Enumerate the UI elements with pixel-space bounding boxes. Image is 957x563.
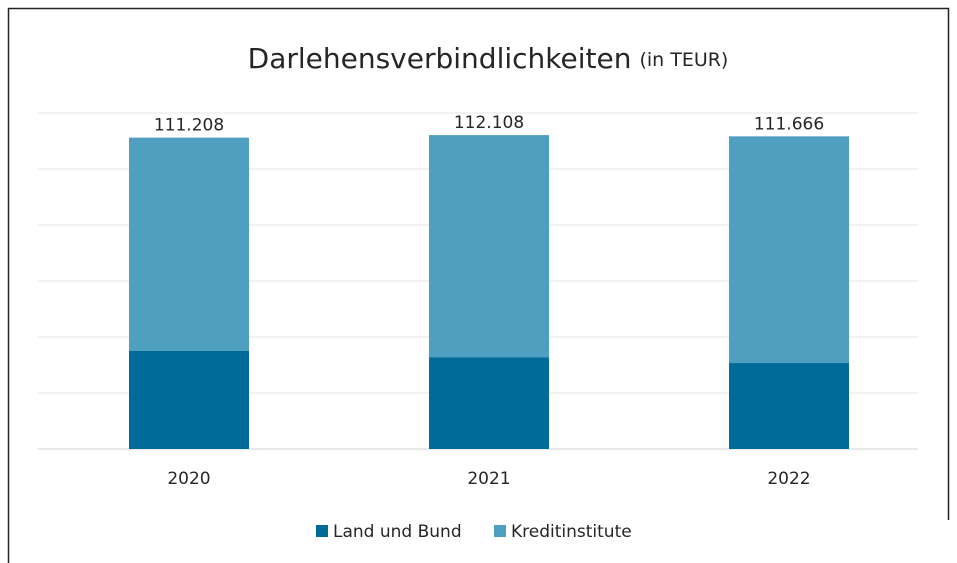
legend-label: Kreditinstitute <box>511 522 632 542</box>
title-unit: (in TEUR) <box>639 49 728 71</box>
bar-segment <box>129 137 249 351</box>
x-tick-label: 2022 <box>767 469 810 489</box>
chart-title: Darlehensverbindlichkeiten (in TEUR) <box>248 42 729 75</box>
legend-swatch <box>316 525 328 537</box>
bar-segment <box>129 351 249 449</box>
x-tick-label: 2020 <box>167 469 210 489</box>
bar-segment <box>729 136 849 364</box>
frame <box>7 7 950 563</box>
legend-swatch <box>494 525 506 537</box>
total-label: 112.108 <box>454 113 524 133</box>
legend-label: Land und Bund <box>333 522 462 542</box>
bar-segment <box>429 357 549 449</box>
x-tick-label: 2021 <box>467 469 510 489</box>
total-label: 111.666 <box>754 114 824 134</box>
bar-segment <box>729 363 849 449</box>
bar-segment <box>429 135 549 358</box>
total-label: 111.208 <box>154 116 224 136</box>
title-main: Darlehensverbindlichkeiten <box>248 42 632 75</box>
